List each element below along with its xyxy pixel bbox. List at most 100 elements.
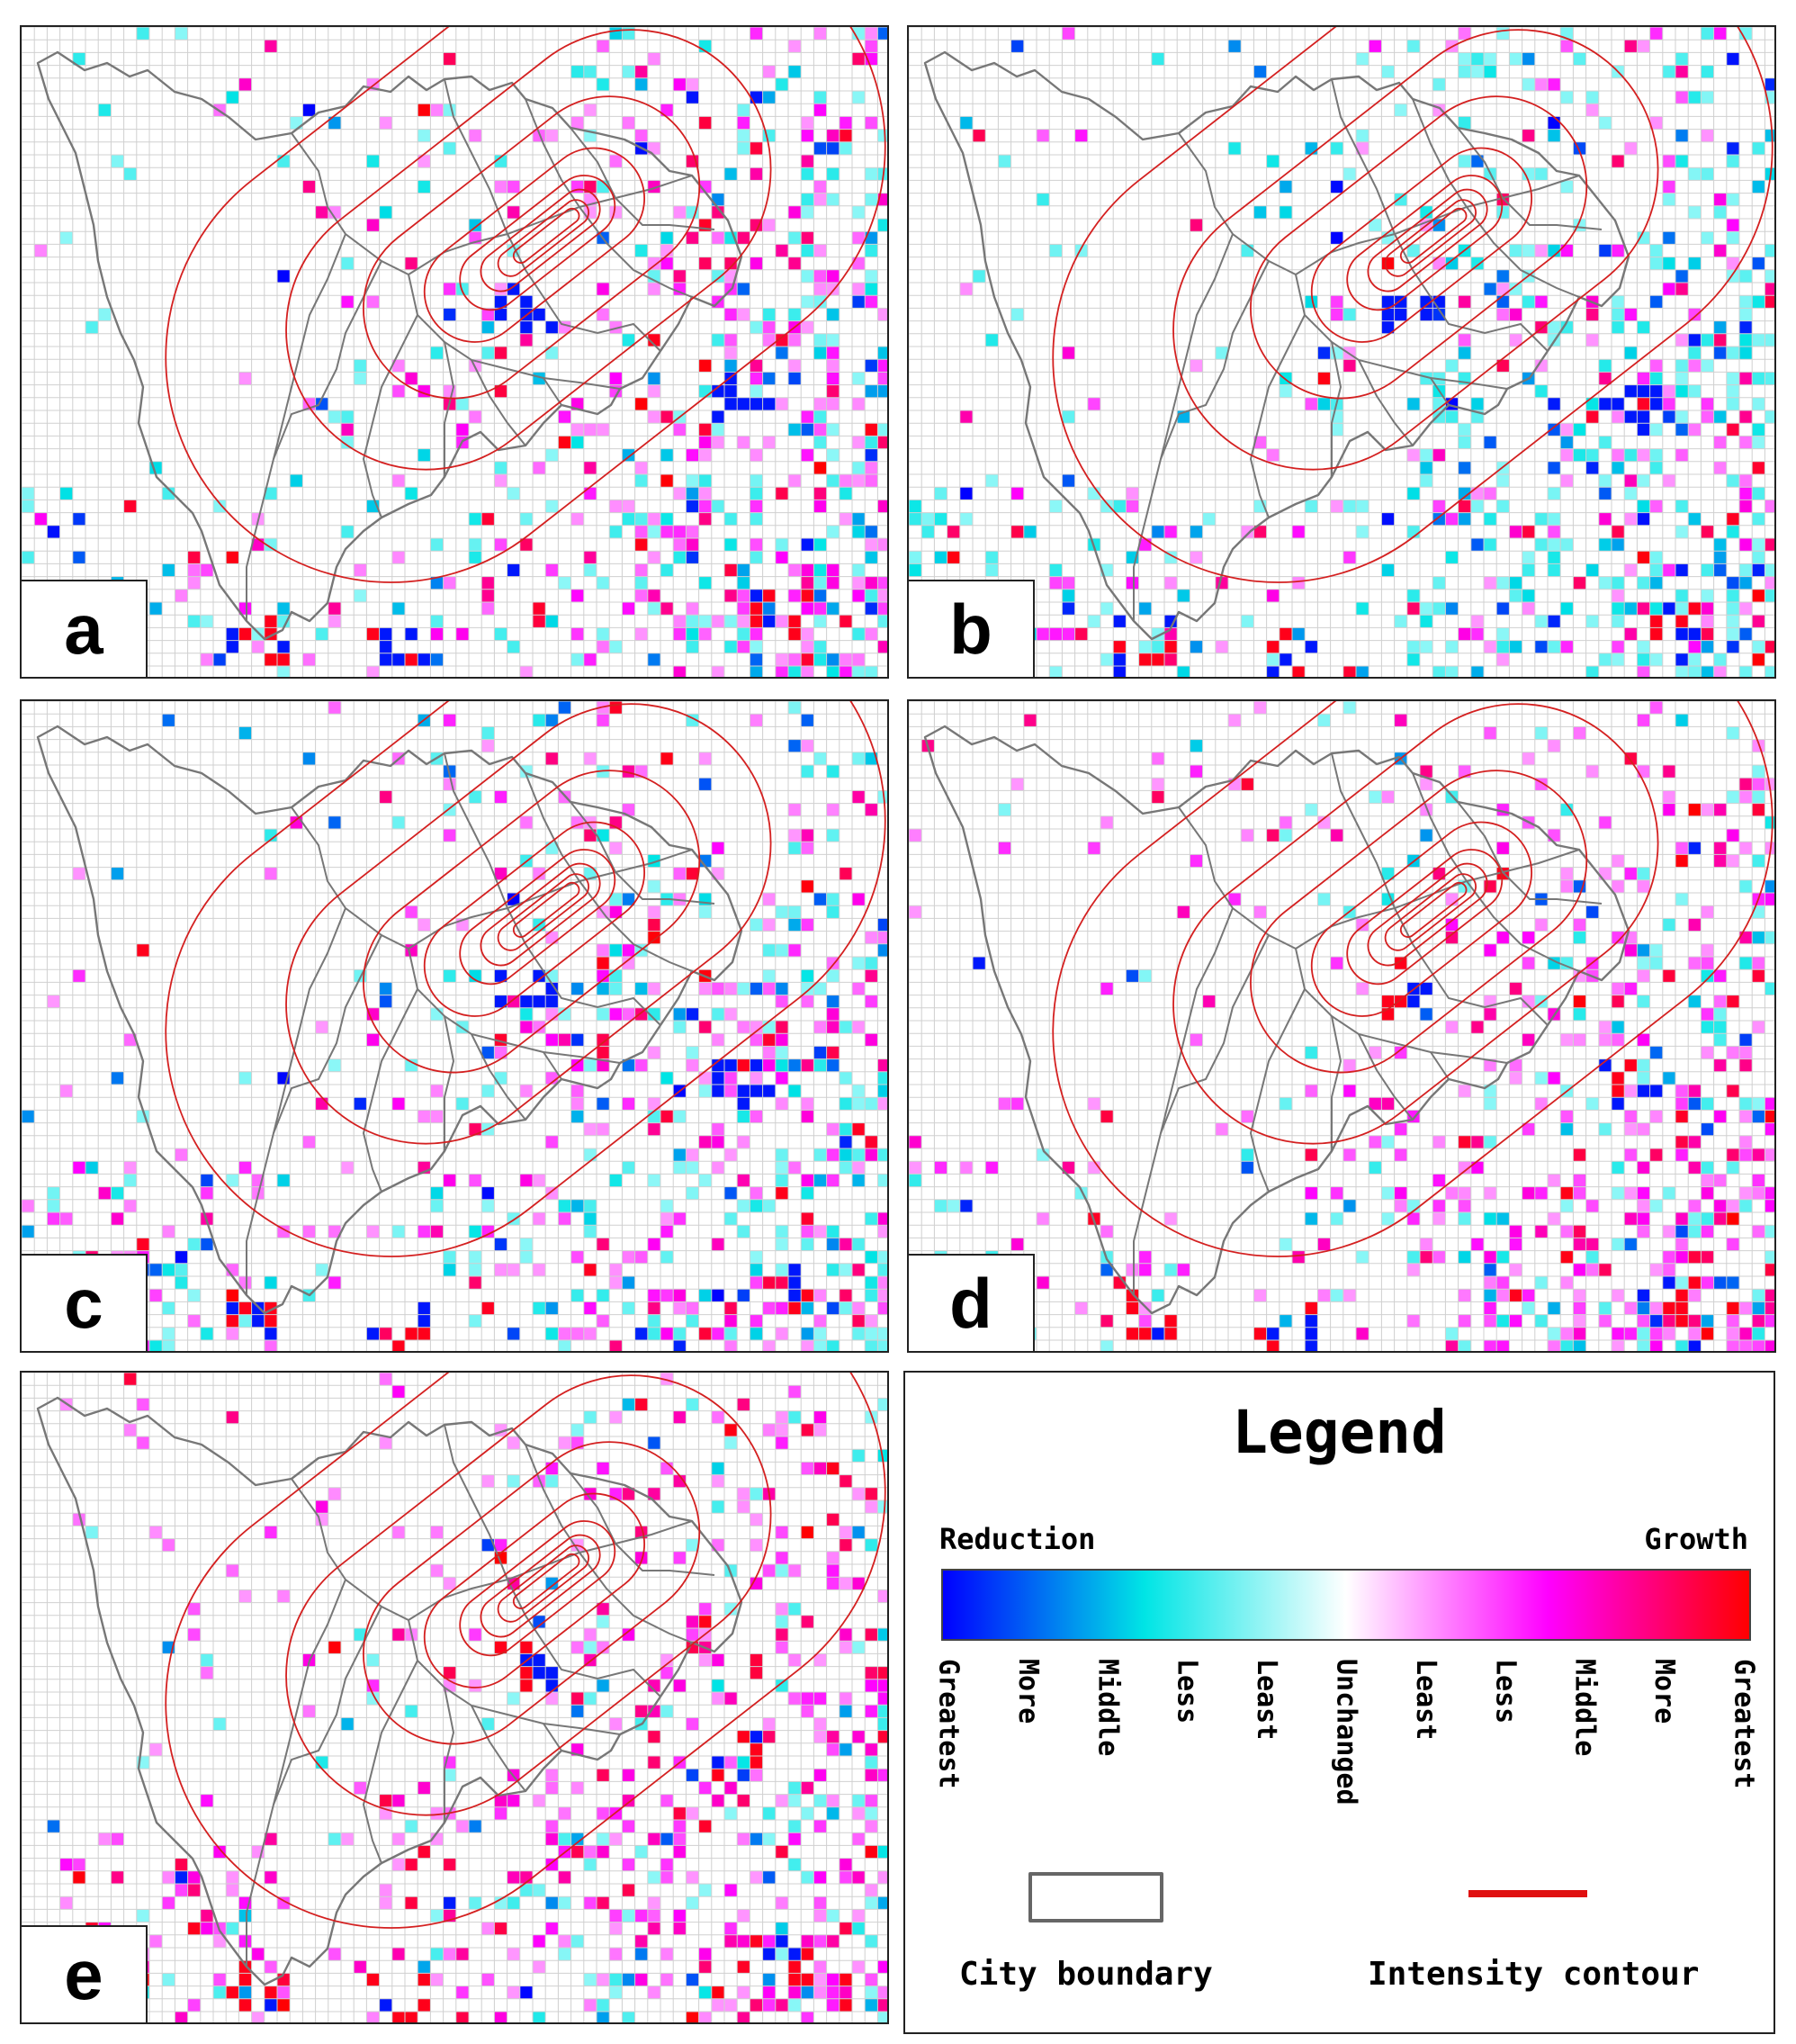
- change-cell: [1688, 918, 1702, 932]
- change-cell: [788, 1832, 802, 1846]
- change-cell: [200, 1186, 213, 1200]
- change-cell: [1752, 436, 1765, 449]
- change-cell: [852, 283, 866, 296]
- change-cell: [852, 1806, 866, 1820]
- change-cell: [865, 1314, 878, 1328]
- map-canvas-a: [22, 27, 887, 677]
- change-cell: [315, 627, 328, 641]
- change-cell: [801, 1097, 814, 1111]
- change-cell: [839, 512, 852, 526]
- change-cell: [1062, 627, 1075, 641]
- change-cell: [750, 1653, 763, 1667]
- change-cell: [737, 1500, 750, 1514]
- change-cell: [533, 461, 546, 474]
- change-cell: [1445, 1186, 1459, 1200]
- change-cell: [865, 1973, 878, 1986]
- change-cell: [1010, 487, 1024, 500]
- change-cell: [909, 829, 922, 842]
- change-cell: [264, 829, 277, 842]
- change-cell: [1560, 91, 1574, 104]
- change-cell: [1560, 879, 1574, 893]
- change-cell: [1765, 576, 1774, 590]
- change-cell: [1074, 627, 1088, 641]
- change-cell: [813, 423, 827, 437]
- change-cell: [1675, 1276, 1689, 1290]
- change-cell: [934, 1161, 947, 1175]
- change-cell: [1637, 423, 1650, 437]
- change-cell: [647, 1922, 660, 1935]
- change-cell: [737, 141, 750, 155]
- change-cell: [1598, 815, 1612, 829]
- change-cell: [801, 1934, 814, 1948]
- change-cell: [481, 1538, 495, 1552]
- change-cell: [1394, 308, 1407, 321]
- change-cell: [801, 1058, 814, 1072]
- change-cell: [1484, 726, 1497, 740]
- change-cell: [750, 551, 763, 564]
- change-cell: [865, 1794, 878, 1807]
- change-cell: [418, 1998, 431, 2012]
- change-cell: [698, 423, 712, 437]
- change-cell: [1726, 372, 1739, 385]
- change-cell: [1305, 1085, 1318, 1098]
- change-cell: [852, 1526, 866, 1539]
- change-cell: [813, 1820, 827, 1833]
- change-cell: [1752, 1186, 1765, 1200]
- change-cell: [1739, 474, 1753, 488]
- change-cell: [1509, 333, 1522, 347]
- change-cell: [507, 283, 520, 296]
- change-cell: [1726, 1212, 1739, 1226]
- change-cell: [1765, 1148, 1774, 1162]
- change-cell: [34, 512, 48, 526]
- change-cell: [852, 1832, 866, 1846]
- change-cell: [1752, 141, 1765, 155]
- change-cell: [1138, 1263, 1152, 1276]
- change-cell: [1585, 448, 1599, 462]
- change-cell: [686, 1398, 699, 1411]
- change-cell: [1573, 423, 1586, 437]
- change-cell: [1369, 219, 1382, 232]
- change-cell: [391, 1628, 405, 1642]
- change-cell: [698, 1884, 712, 1897]
- change-cell: [507, 180, 520, 194]
- change-cell: [1752, 615, 1765, 628]
- change-cell: [609, 1832, 623, 1846]
- change-cell: [852, 1487, 866, 1500]
- change-cell: [213, 500, 227, 513]
- change-cell: [801, 714, 814, 727]
- city-boundary: [1457, 127, 1504, 199]
- change-cell: [909, 551, 922, 564]
- change-cell: [877, 1085, 887, 1098]
- change-cell: [622, 1398, 635, 1411]
- change-cell: [762, 1564, 776, 1578]
- change-cell: [481, 1922, 495, 1935]
- change-cell: [737, 1097, 750, 1111]
- change-cell: [865, 1934, 878, 1948]
- change-cell: [647, 1301, 660, 1315]
- change-cell: [865, 1884, 878, 1897]
- change-cell: [1739, 627, 1753, 641]
- change-cell: [1279, 653, 1292, 666]
- change-cell: [136, 943, 149, 957]
- change-cell: [264, 1276, 277, 1290]
- change-cell: [570, 116, 584, 130]
- change-cell: [877, 1398, 887, 1411]
- change-cell: [801, 1985, 814, 1999]
- change-cell: [750, 1276, 763, 1290]
- change-cell: [1573, 1238, 1586, 1251]
- change-cell: [1739, 333, 1753, 347]
- change-cell: [750, 1832, 763, 1846]
- change-cell: [354, 1781, 367, 1795]
- change-cell: [1765, 500, 1774, 513]
- change-cell: [1612, 589, 1625, 602]
- change-cell: [762, 918, 776, 932]
- intensity-contour: [480, 188, 601, 293]
- change-cell: [1598, 474, 1612, 488]
- city-boundary: [1331, 341, 1343, 477]
- change-cell: [1458, 27, 1471, 41]
- change-cell: [698, 1820, 712, 1833]
- change-cell: [724, 1436, 738, 1450]
- change-cell: [826, 525, 840, 538]
- change-cell: [1420, 765, 1433, 779]
- change-cell: [788, 589, 802, 602]
